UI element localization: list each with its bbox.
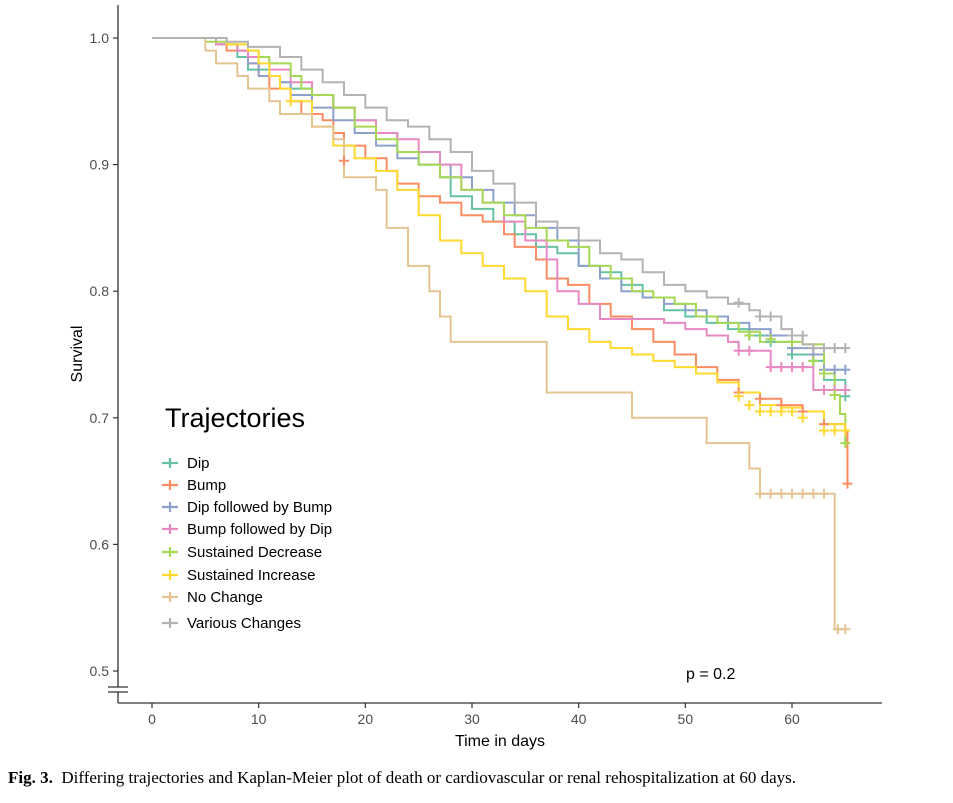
censor-mark-no-change: [808, 488, 819, 499]
censor-mark-various-changes: [755, 311, 765, 322]
x-tick-label: 0: [148, 711, 156, 727]
x-tick-label: 10: [251, 711, 267, 727]
legend-label-various-changes: Various Changes: [187, 615, 301, 632]
censor-mark-bump-followed-by-dip: [840, 384, 851, 395]
censor-mark-bump: [339, 155, 349, 166]
censor-mark-various-changes: [840, 343, 851, 354]
censor-mark-various-changes: [829, 343, 840, 354]
legend-key-sustained-increase: [162, 570, 178, 580]
x-tick-label: 50: [678, 711, 694, 727]
censor-mark-no-change: [840, 624, 851, 635]
legend-key-bump: [162, 480, 178, 490]
y-axis-title: Survival: [69, 326, 86, 383]
y-tick-label: 0.5: [90, 663, 110, 679]
censor-mark-bump-followed-by-dip: [787, 362, 797, 373]
censor-mark-bump-followed-by-dip: [776, 362, 787, 373]
legend-label-sustained-increase: Sustained Increase: [187, 567, 315, 584]
censor-mark-no-change: [765, 488, 776, 499]
survival-curves: [152, 37, 849, 631]
censor-mark-bump-followed-by-dip: [733, 345, 744, 356]
curve-various-changes: [152, 37, 846, 350]
censor-mark-dip-followed-by-bump: [829, 364, 840, 375]
legend-key-dip-followed-by-bump: [162, 502, 178, 512]
curve-sustained-decrease: [152, 37, 847, 444]
kaplan-meier-chart: 0.5 0.6 0.7 0.8 0.9 1.0 0 10 20 30 40 50 60 Time in…: [69, 5, 882, 750]
legend-label-dip: Dip: [187, 455, 210, 472]
censor-mark-bump-followed-by-dip: [765, 362, 776, 373]
legend-key-no-change: [162, 592, 178, 602]
censor-mark-sustained-increase: [797, 412, 808, 423]
censor-mark-no-change: [755, 488, 765, 499]
censor-mark-sustained-decrease: [744, 330, 755, 341]
legend-key-various-changes: [162, 618, 178, 628]
p-value-annotation: p = 0.2: [686, 666, 735, 683]
legend-label-no-change: No Change: [187, 589, 263, 606]
legend-label-sustained-decrease: Sustained Decrease: [187, 544, 322, 561]
y-axis-ticks: 0.5 0.6 0.7 0.8 0.9 1.0: [90, 30, 118, 679]
figure-label: Fig. 3.: [8, 768, 53, 787]
censor-mark-sustained-increase: [765, 406, 776, 417]
figure-caption-text: Differing trajectories and Kaplan-Meier …: [61, 768, 797, 787]
x-tick-label: 20: [358, 711, 374, 727]
legend-label-bump: Bump: [187, 477, 226, 494]
legend-key-bump-followed-by-dip: [162, 524, 178, 534]
censor-mark-bump: [842, 478, 853, 489]
y-tick-label: 0.8: [90, 283, 110, 299]
y-tick-label: 0.9: [90, 157, 110, 173]
censor-mark-sustained-increase: [787, 406, 797, 417]
censor-mark-various-changes: [765, 311, 776, 322]
censor-mark-sustained-decrease: [765, 334, 776, 345]
censor-mark-bump: [755, 393, 765, 404]
figure-caption: Fig. 3. Differing trajectories and Kapla…: [8, 768, 796, 788]
censor-mark-various-changes: [819, 343, 829, 354]
x-tick-label: 30: [464, 711, 480, 727]
x-tick-label: 60: [784, 711, 800, 727]
legend-label-bump-followed-by-dip: Bump followed by Dip: [187, 521, 332, 538]
y-tick-label: 0.7: [90, 410, 110, 426]
y-tick-label: 0.6: [90, 536, 110, 552]
censor-mark-no-change: [797, 488, 808, 499]
legend-key-sustained-decrease: [162, 547, 178, 557]
x-axis-title: Time in days: [455, 733, 545, 750]
curve-bump-followed-by-dip: [152, 37, 846, 391]
censor-mark-sustained-decrease: [840, 438, 851, 449]
censor-mark-sustained-increase: [776, 406, 787, 417]
censor-mark-sustained-decrease: [808, 355, 819, 366]
censor-mark-various-changes: [808, 343, 819, 354]
censor-mark-sustained-increase: [755, 406, 765, 417]
curve-no-change: [152, 37, 846, 631]
censor-mark-bump-followed-by-dip: [797, 362, 808, 373]
censor-mark-sustained-increase: [819, 425, 829, 436]
censor-mark-sustained-increase: [744, 400, 755, 411]
legend-title: Trajectories: [165, 403, 305, 433]
censor-mark-bump-followed-by-dip: [819, 384, 829, 395]
censor-mark-various-changes: [797, 330, 808, 341]
x-axis-ticks: 0 10 20 30 40 50 60: [148, 703, 800, 727]
censor-mark-sustained-increase: [285, 96, 296, 107]
legend-key-dip: [162, 458, 178, 468]
censor-mark-dip-followed-by-bump: [840, 364, 851, 375]
censor-mark-sustained-decrease: [829, 390, 840, 401]
censor-mark-sustained-decrease: [819, 368, 829, 379]
x-tick-label: 40: [571, 711, 587, 727]
y-tick-label: 1.0: [90, 30, 110, 46]
censor-mark-various-changes: [787, 330, 797, 341]
censor-mark-sustained-increase: [733, 391, 744, 402]
curve-sustained-increase: [152, 37, 847, 431]
censor-mark-sustained-increase: [829, 425, 840, 436]
censor-mark-sustained-increase: [840, 425, 851, 436]
censor-mark-various-changes: [733, 297, 744, 308]
censor-marks: [285, 96, 853, 635]
legend: Trajectories Dip Bump Dip followed by Bump…: [162, 403, 332, 632]
censor-mark-bump-followed-by-dip: [744, 345, 755, 356]
censor-mark-no-change: [819, 488, 829, 499]
legend-label-dip-followed-by-bump: Dip followed by Bump: [187, 499, 332, 516]
censor-mark-no-change: [776, 488, 787, 499]
censor-mark-no-change: [787, 488, 797, 499]
